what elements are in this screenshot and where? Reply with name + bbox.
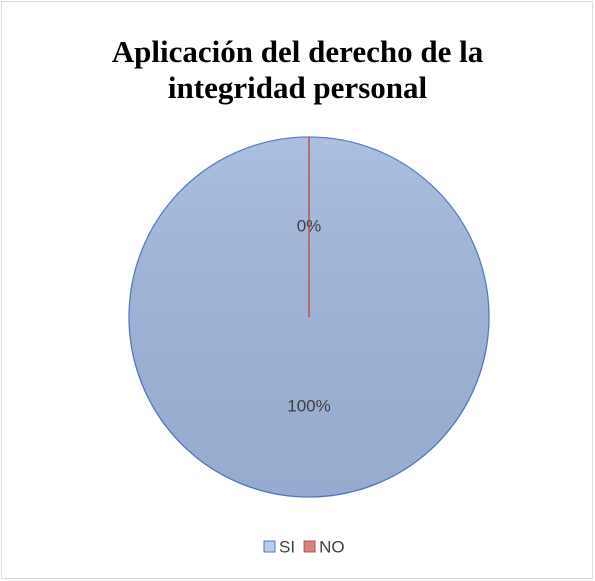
legend-swatch — [263, 540, 276, 553]
data-label: 0% — [297, 216, 322, 235]
legend-swatch — [303, 540, 316, 553]
legend-label: NO — [319, 537, 345, 556]
legend-label: SI — [279, 537, 295, 556]
data-label: 100% — [287, 396, 330, 415]
chart-title: Aplicación del derecho de la integridad … — [111, 34, 484, 105]
